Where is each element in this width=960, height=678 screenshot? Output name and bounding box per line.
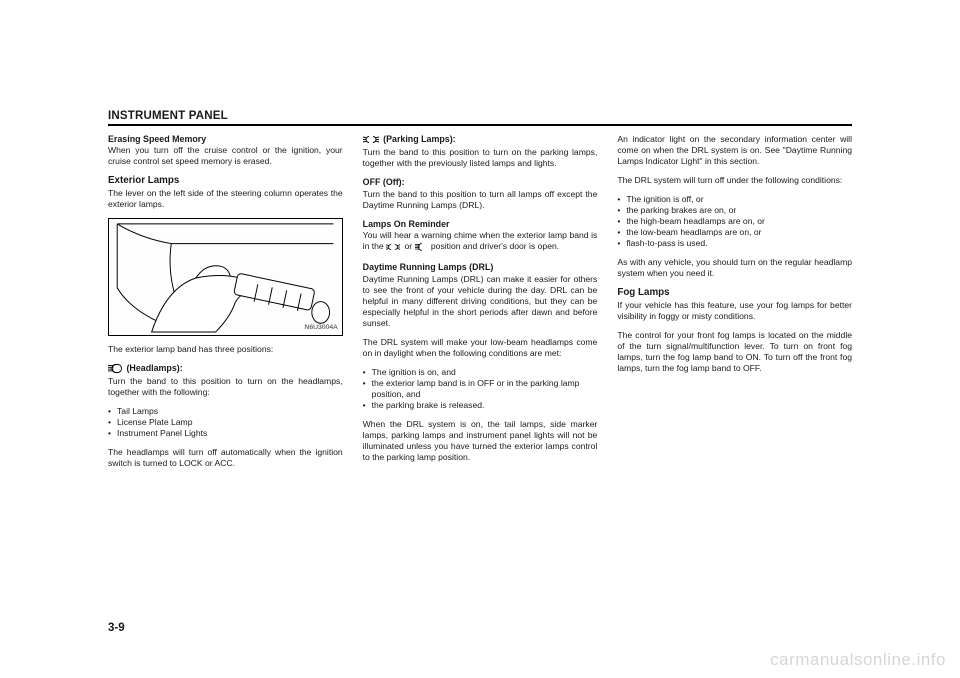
paragraph: Fog Lamps If your vehicle has this featu… <box>617 287 852 322</box>
body-text: Turn the band to this position to turn a… <box>363 189 598 210</box>
list-item: License Plate Lamp <box>108 417 343 428</box>
body-text: As with any vehicle, you should turn on … <box>617 257 852 279</box>
body-text: If your vehicle has this feature, use yo… <box>617 300 852 321</box>
body-text: The headlamps will turn off automaticall… <box>108 447 343 469</box>
bullet-list: The ignition is off, or the parking brak… <box>617 194 852 249</box>
body-text: The lever on the left side of the steeri… <box>108 188 343 209</box>
body-text: The control for your front fog lamps is … <box>617 330 852 374</box>
list-item: the parking brake is released. <box>363 400 598 411</box>
list-item: The ignition is on, and <box>363 367 598 378</box>
body-text: Daytime Running Lamps (DRL) can make it … <box>363 274 598 328</box>
lever-illustration: N6U3004A <box>108 218 343 336</box>
list-item: Tail Lamps <box>108 406 343 417</box>
body-text: When you turn off the cruise control or … <box>108 145 343 166</box>
headlamp-icon <box>415 243 427 254</box>
headlamp-icon <box>108 364 122 376</box>
heading-off: OFF (Off): <box>363 177 598 188</box>
heading-headlamps: (Headlamps): <box>108 363 343 376</box>
body-text: The exterior lamp band has three posi­ti… <box>108 344 343 355</box>
paragraph: Lamps On Reminder You will hear a warnin… <box>363 219 598 254</box>
paragraph: (Parking Lamps): Turn the band to this p… <box>363 134 598 169</box>
column-1: Erasing Speed Memory When you turn off t… <box>108 134 343 477</box>
bullet-list: Tail Lamps License Plate Lamp Instrument… <box>108 406 343 439</box>
column-3: An indicator light on the secondary info… <box>617 134 852 477</box>
manual-page: INSTRUMENT PANEL Erasing Speed Memory Wh… <box>0 0 960 678</box>
body-text: The DRL system will turn off under the f… <box>617 175 852 186</box>
body-text: Turn the band to this position to turn o… <box>108 376 343 397</box>
heading-lamps-reminder: Lamps On Reminder <box>363 219 598 230</box>
watermark: carmanualsonline.info <box>770 650 946 670</box>
section-title: INSTRUMENT PANEL <box>108 110 852 122</box>
body-text: An indicator light on the secondary info… <box>617 134 852 167</box>
heading-fog-lamps: Fog Lamps <box>617 287 852 300</box>
text-columns: Erasing Speed Memory When you turn off t… <box>108 134 852 477</box>
parking-lamp-icon <box>363 135 379 147</box>
heading-erasing-speed: Erasing Speed Memory <box>108 134 343 145</box>
column-2: (Parking Lamps): Turn the band to this p… <box>363 134 598 477</box>
heading-exterior-lamps: Exterior Lamps <box>108 175 343 188</box>
list-item: the high-beam headlamps are on, or <box>617 216 852 227</box>
parking-lamp-icon <box>386 243 400 254</box>
list-item: the exterior lamp band is in OFF or in t… <box>363 378 598 400</box>
heading-drl: Daytime Running Lamps (DRL) <box>363 262 598 273</box>
paragraph: OFF (Off): Turn the band to this positio… <box>363 177 598 210</box>
header-rule <box>108 124 852 126</box>
body-text: The DRL system will make your low-beam h… <box>363 337 598 359</box>
figure-label: N6U3004A <box>304 324 337 333</box>
lever-svg <box>109 219 342 335</box>
list-item: The ignition is off, or <box>617 194 852 205</box>
list-item: flash-to-pass is used. <box>617 238 852 249</box>
paragraph: Daytime Running Lamps (DRL) Daytime Runn… <box>363 262 598 328</box>
paragraph: (Headlamps): Turn the band to this posit… <box>108 363 343 398</box>
body-text: Turn the band to this position to turn o… <box>363 147 598 168</box>
list-item: Instrument Panel Lights <box>108 428 343 439</box>
bullet-list: The ignition is on, and the exterior lam… <box>363 367 598 411</box>
list-item: the parking brakes are on, or <box>617 205 852 216</box>
list-item: the low-beam headlamps are on, or <box>617 227 852 238</box>
heading-parking-lamps: (Parking Lamps): <box>363 134 598 147</box>
page-number: 3-9 <box>108 622 125 634</box>
body-text: When the DRL system is on, the tail lamp… <box>363 419 598 463</box>
paragraph: Exterior Lamps The lever on the left sid… <box>108 175 343 210</box>
paragraph: Erasing Speed Memory When you turn off t… <box>108 134 343 167</box>
body-text: You will hear a warning chime when the e… <box>363 230 598 251</box>
